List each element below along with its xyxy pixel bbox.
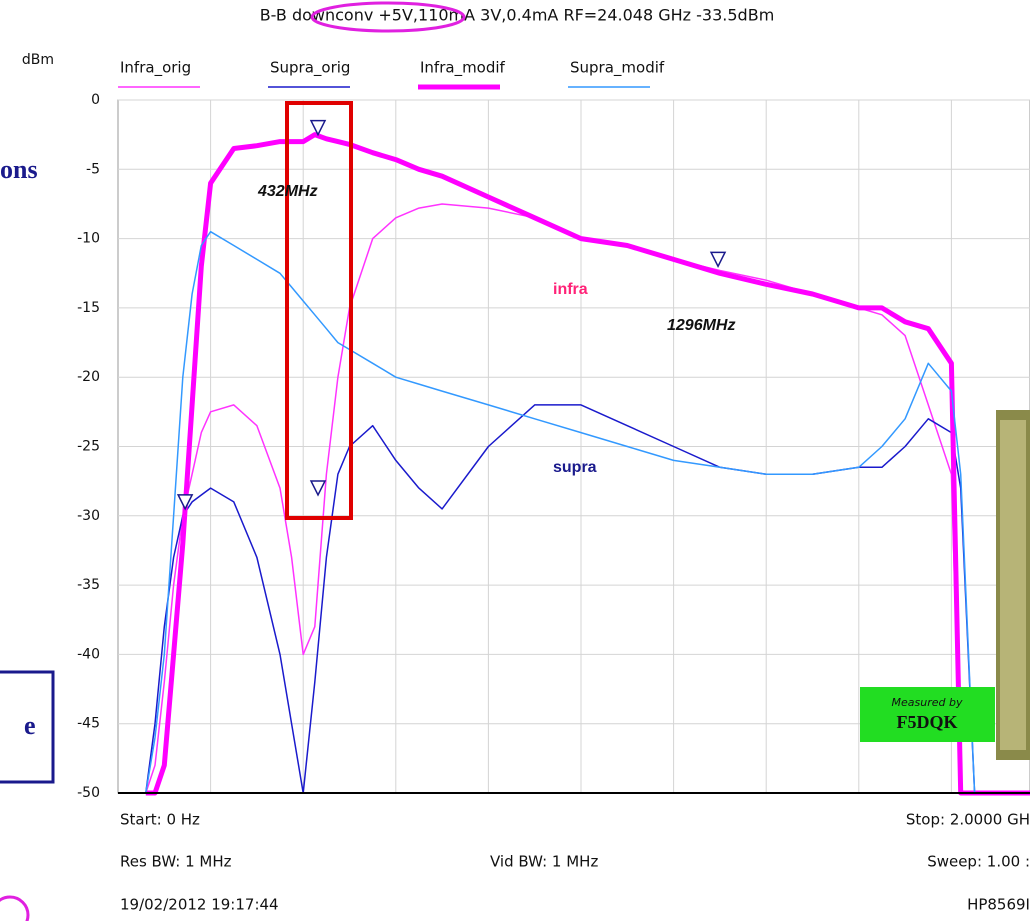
y-tick-label: -10 — [77, 231, 100, 247]
y-tick-label: -20 — [77, 369, 100, 385]
fragment-text: ons — [0, 155, 38, 184]
stamp-text: F5DQK — [897, 712, 958, 732]
legend-label: Infra_orig — [120, 59, 191, 78]
y-tick-label: -35 — [77, 577, 100, 593]
chart-title: B-B downconv +5V,110mA 3V,0.4mA RF=24.04… — [260, 6, 775, 25]
y-axis-label: dBm — [22, 52, 54, 68]
y-tick-label: -40 — [77, 646, 100, 662]
stamp-text: Measured by — [892, 696, 963, 709]
marker — [709, 251, 727, 268]
y-tick-label: 0 — [91, 92, 100, 108]
legend-label: Supra_modif — [570, 59, 665, 78]
y-tick-label: -15 — [77, 300, 100, 316]
footer-text: Sweep: 1.00 : — [927, 853, 1030, 871]
footer-text: HP8569I — [967, 896, 1030, 914]
marker — [176, 494, 194, 511]
fragment-box — [0, 670, 55, 784]
y-tick-label: -30 — [77, 508, 100, 524]
fragment-text: e — [24, 711, 36, 740]
footer-text: 19/02/2012 19:17:44 — [120, 896, 279, 914]
highlight-box — [285, 101, 353, 520]
annotation: supra — [553, 459, 597, 476]
highlight-ellipse — [310, 1, 466, 33]
marker — [309, 119, 327, 137]
series-line — [145, 132, 1030, 796]
series-line — [145, 404, 1030, 794]
marker — [309, 480, 327, 497]
fragment-circle — [0, 895, 30, 921]
annotation: 432MHz — [257, 183, 318, 200]
stamp-box — [860, 687, 995, 742]
footer-text: Vid BW: 1 MHz — [490, 853, 598, 871]
y-tick-label: -25 — [77, 439, 100, 455]
legend-label: Supra_orig — [270, 59, 350, 78]
footer-text: Res BW: 1 MHz — [120, 853, 232, 871]
annotation: infra — [553, 281, 588, 298]
series-line — [145, 203, 1030, 794]
y-tick-label: -45 — [77, 716, 100, 732]
photo-detail — [1000, 420, 1026, 750]
series-line — [145, 230, 1030, 794]
annotation: 1296MHz — [667, 317, 735, 334]
y-tick-label: -50 — [77, 785, 100, 801]
footer-text: Stop: 2.0000 GH — [906, 811, 1030, 829]
y-tick-label: -5 — [86, 161, 100, 177]
footer-text: Start: 0 Hz — [120, 811, 200, 829]
legend-label: Infra_modif — [420, 59, 506, 78]
